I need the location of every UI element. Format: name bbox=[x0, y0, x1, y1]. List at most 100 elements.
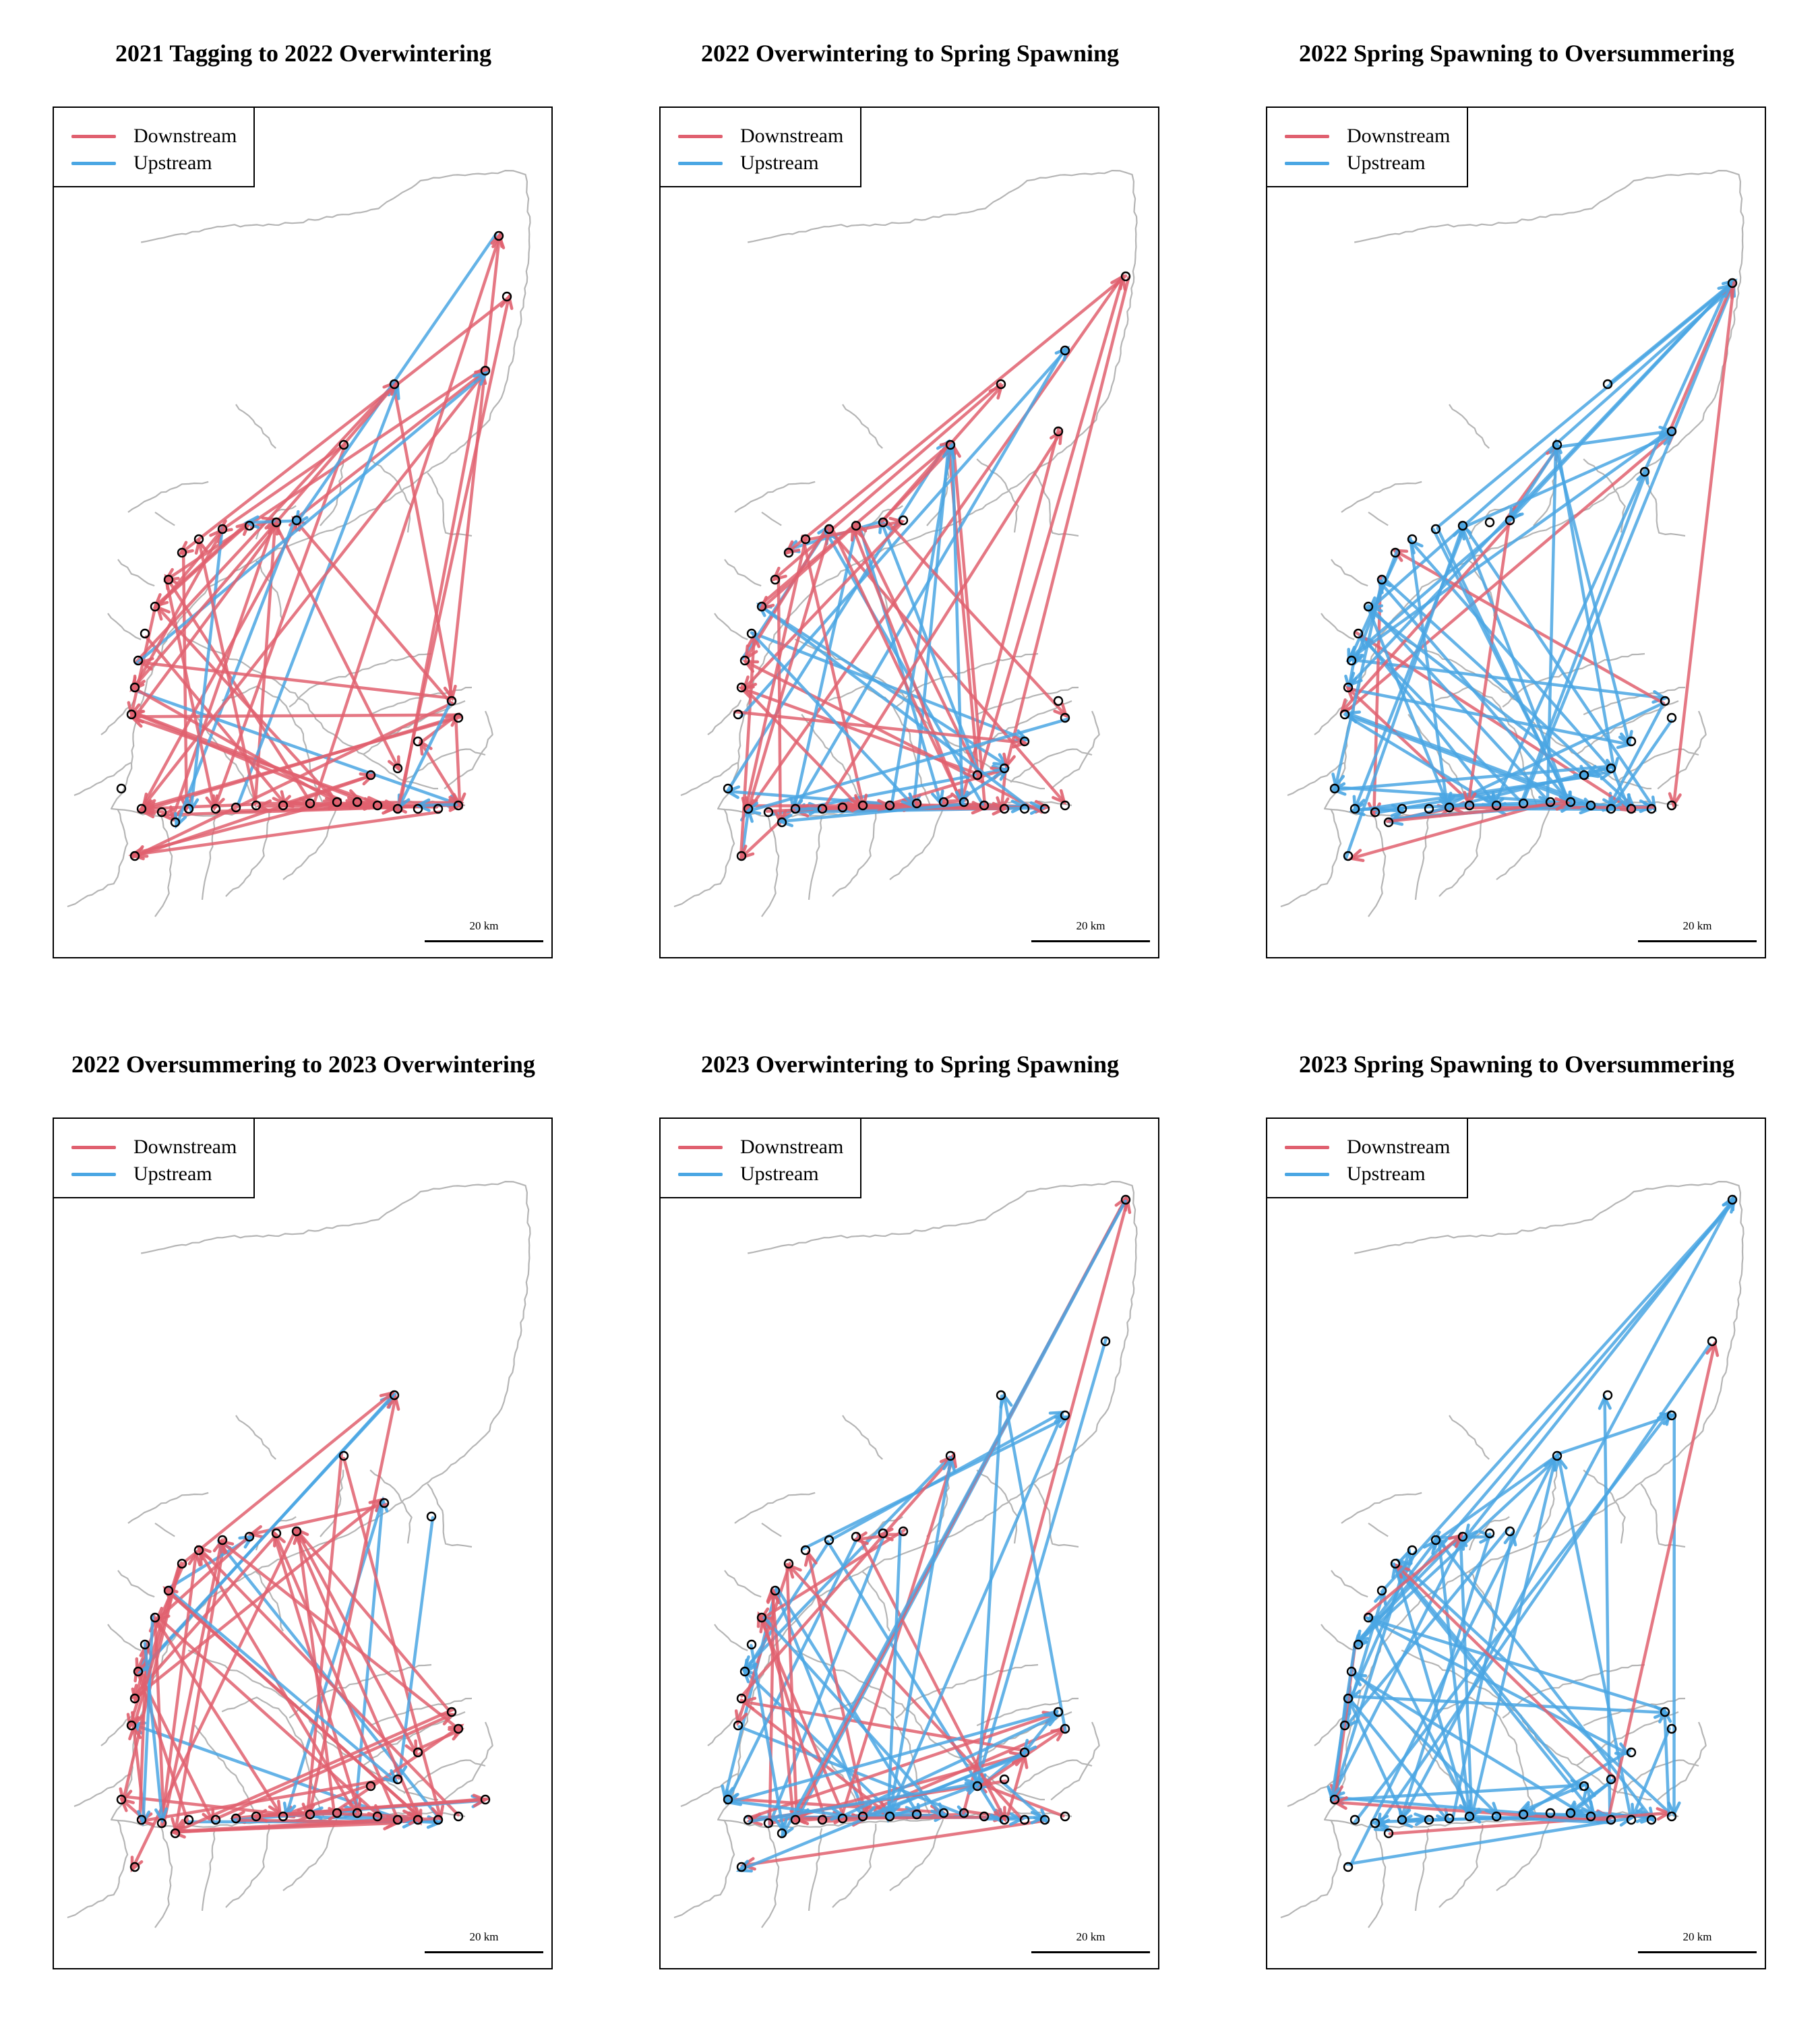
movement-arrows bbox=[723, 274, 1130, 860]
river-segment bbox=[976, 1469, 1019, 1544]
detection-site-marker bbox=[136, 1814, 147, 1825]
upstream-movement-arrow bbox=[135, 371, 489, 665]
river-segment bbox=[1341, 481, 1422, 513]
detection-site-marker bbox=[878, 517, 888, 528]
detection-site-marker bbox=[453, 1811, 464, 1822]
detection-site-marker bbox=[1370, 1818, 1381, 1829]
river-map bbox=[67, 170, 531, 917]
river-segment bbox=[707, 699, 742, 735]
detection-site-marker bbox=[446, 696, 457, 706]
detection-site-marker bbox=[800, 1545, 811, 1556]
river-segment bbox=[1640, 472, 1686, 537]
river-segment bbox=[842, 404, 883, 449]
river-segment bbox=[1414, 817, 1430, 900]
detection-site-marker bbox=[1552, 439, 1563, 450]
detection-site-marker bbox=[1397, 1814, 1407, 1825]
river-segment bbox=[1033, 472, 1079, 537]
river-map bbox=[67, 1181, 531, 1928]
river-segment bbox=[976, 686, 1079, 716]
detection-site-marker bbox=[291, 1526, 302, 1537]
upstream-movement-arrow bbox=[999, 1392, 1067, 1733]
upstream-movement-arrow bbox=[744, 717, 1069, 815]
river-segment bbox=[282, 1819, 338, 1891]
detection-site-marker bbox=[723, 783, 733, 794]
detection-site-marker bbox=[413, 1814, 423, 1825]
downstream-movement-arrow bbox=[391, 380, 457, 702]
detection-site-marker bbox=[1646, 803, 1657, 814]
river-segment bbox=[1438, 813, 1484, 897]
detection-site-marker bbox=[972, 1781, 983, 1791]
detection-site-marker bbox=[739, 1666, 750, 1677]
legend-item-downstream: Downstream bbox=[71, 1134, 237, 1161]
detection-site-marker bbox=[1329, 1794, 1340, 1805]
detection-site-marker bbox=[790, 803, 801, 814]
downstream-swatch bbox=[1285, 134, 1329, 138]
detection-site-marker bbox=[163, 574, 174, 585]
detection-site-marker bbox=[480, 1794, 491, 1805]
downstream-movement-arrow bbox=[880, 384, 1004, 524]
detection-site-marker bbox=[1606, 1774, 1616, 1785]
detection-site-marker bbox=[210, 803, 221, 814]
detection-site-marker bbox=[1626, 1814, 1637, 1825]
legend-label-upstream: Upstream bbox=[1347, 1163, 1426, 1185]
detection-site-marker bbox=[1424, 803, 1434, 814]
scale-bar: 20 km bbox=[1638, 1926, 1757, 1953]
panel-title: 2021 Tagging to 2022 Overwintering bbox=[115, 40, 492, 67]
detection-site-marker bbox=[271, 1528, 282, 1539]
detection-site-marker bbox=[733, 1720, 744, 1731]
downstream-swatch bbox=[71, 134, 116, 138]
detection-site-marker bbox=[1053, 426, 1064, 437]
detection-site-marker bbox=[129, 1862, 140, 1872]
detection-site-marker bbox=[1707, 1336, 1718, 1347]
river-segment bbox=[154, 816, 173, 917]
detection-site-marker bbox=[1430, 1535, 1441, 1545]
scale-bar-line bbox=[1031, 940, 1150, 942]
detection-site-marker bbox=[1518, 798, 1529, 809]
river-segment bbox=[832, 813, 877, 897]
detection-site-marker bbox=[271, 517, 282, 528]
river-segment bbox=[889, 808, 944, 880]
detection-site-marker bbox=[1019, 1747, 1030, 1758]
upstream-movement-arrow bbox=[1608, 719, 1673, 813]
detection-site-marker bbox=[1646, 1814, 1657, 1825]
detection-site-marker bbox=[372, 800, 383, 811]
detection-site-marker bbox=[1444, 802, 1455, 813]
detection-site-marker bbox=[210, 1814, 221, 1825]
scale-bar: 20 km bbox=[1031, 915, 1150, 942]
scale-bar-line bbox=[425, 940, 543, 942]
detection-site-marker bbox=[824, 1535, 835, 1545]
upstream-movement-arrow bbox=[1400, 1194, 1735, 1822]
river-segment bbox=[282, 808, 338, 880]
detection-site-marker bbox=[1602, 379, 1613, 390]
river-segment bbox=[761, 512, 782, 526]
detection-site-marker bbox=[453, 800, 464, 811]
downstream-movement-arrow bbox=[396, 293, 514, 814]
detection-site-marker bbox=[126, 1720, 137, 1731]
detection-site-marker bbox=[231, 1813, 241, 1824]
river-segment bbox=[794, 1649, 1045, 1801]
upstream-movement-arrow bbox=[165, 1587, 399, 1785]
river-segment bbox=[724, 559, 762, 587]
detection-site-marker bbox=[777, 1828, 787, 1839]
panel-title: 2022 Overwintering to Spring Spawning bbox=[700, 40, 1120, 67]
river-segment bbox=[225, 1824, 270, 1908]
detection-site-marker bbox=[1343, 682, 1354, 693]
detection-site-marker bbox=[244, 1531, 255, 1542]
downstream-movement-arrow bbox=[1364, 1533, 1464, 1617]
downstream-movement-arrow bbox=[127, 603, 158, 718]
river-segment bbox=[1321, 1624, 1355, 1651]
detection-site-marker bbox=[183, 803, 194, 814]
detection-site-marker bbox=[1484, 517, 1495, 528]
detection-site-marker bbox=[1660, 1707, 1670, 1717]
detection-site-marker bbox=[1565, 1808, 1576, 1818]
detection-site-marker bbox=[1585, 800, 1596, 811]
detection-site-marker bbox=[938, 1808, 949, 1818]
detection-site-marker bbox=[433, 803, 444, 814]
map-frame: Downstream Upstream 20 km bbox=[659, 106, 1159, 958]
river-segment bbox=[734, 1492, 816, 1524]
scale-bar-line bbox=[1031, 1951, 1150, 1953]
upstream-movement-arrow bbox=[1331, 579, 1384, 790]
upstream-movement-arrow bbox=[959, 766, 1010, 801]
detection-site-marker bbox=[1407, 1545, 1418, 1556]
river-segment bbox=[761, 816, 780, 917]
